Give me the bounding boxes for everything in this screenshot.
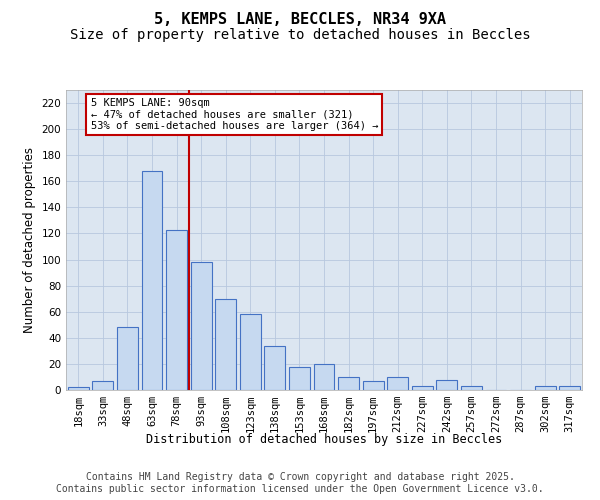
Text: Contains HM Land Registry data © Crown copyright and database right 2025.: Contains HM Land Registry data © Crown c…: [86, 472, 514, 482]
Bar: [191, 262, 212, 390]
Text: Contains public sector information licensed under the Open Government Licence v3: Contains public sector information licen…: [56, 484, 544, 494]
Bar: [289, 366, 310, 390]
Bar: [535, 386, 556, 390]
Text: 5, KEMPS LANE, BECCLES, NR34 9XA: 5, KEMPS LANE, BECCLES, NR34 9XA: [154, 12, 446, 28]
Bar: [166, 230, 187, 390]
Bar: [412, 386, 433, 390]
Bar: [559, 386, 580, 390]
Bar: [117, 328, 138, 390]
Bar: [142, 171, 163, 390]
Y-axis label: Number of detached properties: Number of detached properties: [23, 147, 36, 333]
Bar: [338, 377, 359, 390]
Bar: [240, 314, 261, 390]
Text: Size of property relative to detached houses in Beccles: Size of property relative to detached ho…: [70, 28, 530, 42]
Bar: [265, 346, 286, 390]
Bar: [92, 381, 113, 390]
Bar: [387, 377, 408, 390]
Bar: [362, 381, 383, 390]
Bar: [461, 386, 482, 390]
Bar: [436, 380, 457, 390]
Text: Distribution of detached houses by size in Beccles: Distribution of detached houses by size …: [146, 432, 502, 446]
Text: 5 KEMPS LANE: 90sqm
← 47% of detached houses are smaller (321)
53% of semi-detac: 5 KEMPS LANE: 90sqm ← 47% of detached ho…: [91, 98, 378, 131]
Bar: [314, 364, 334, 390]
Bar: [215, 298, 236, 390]
Bar: [68, 388, 89, 390]
